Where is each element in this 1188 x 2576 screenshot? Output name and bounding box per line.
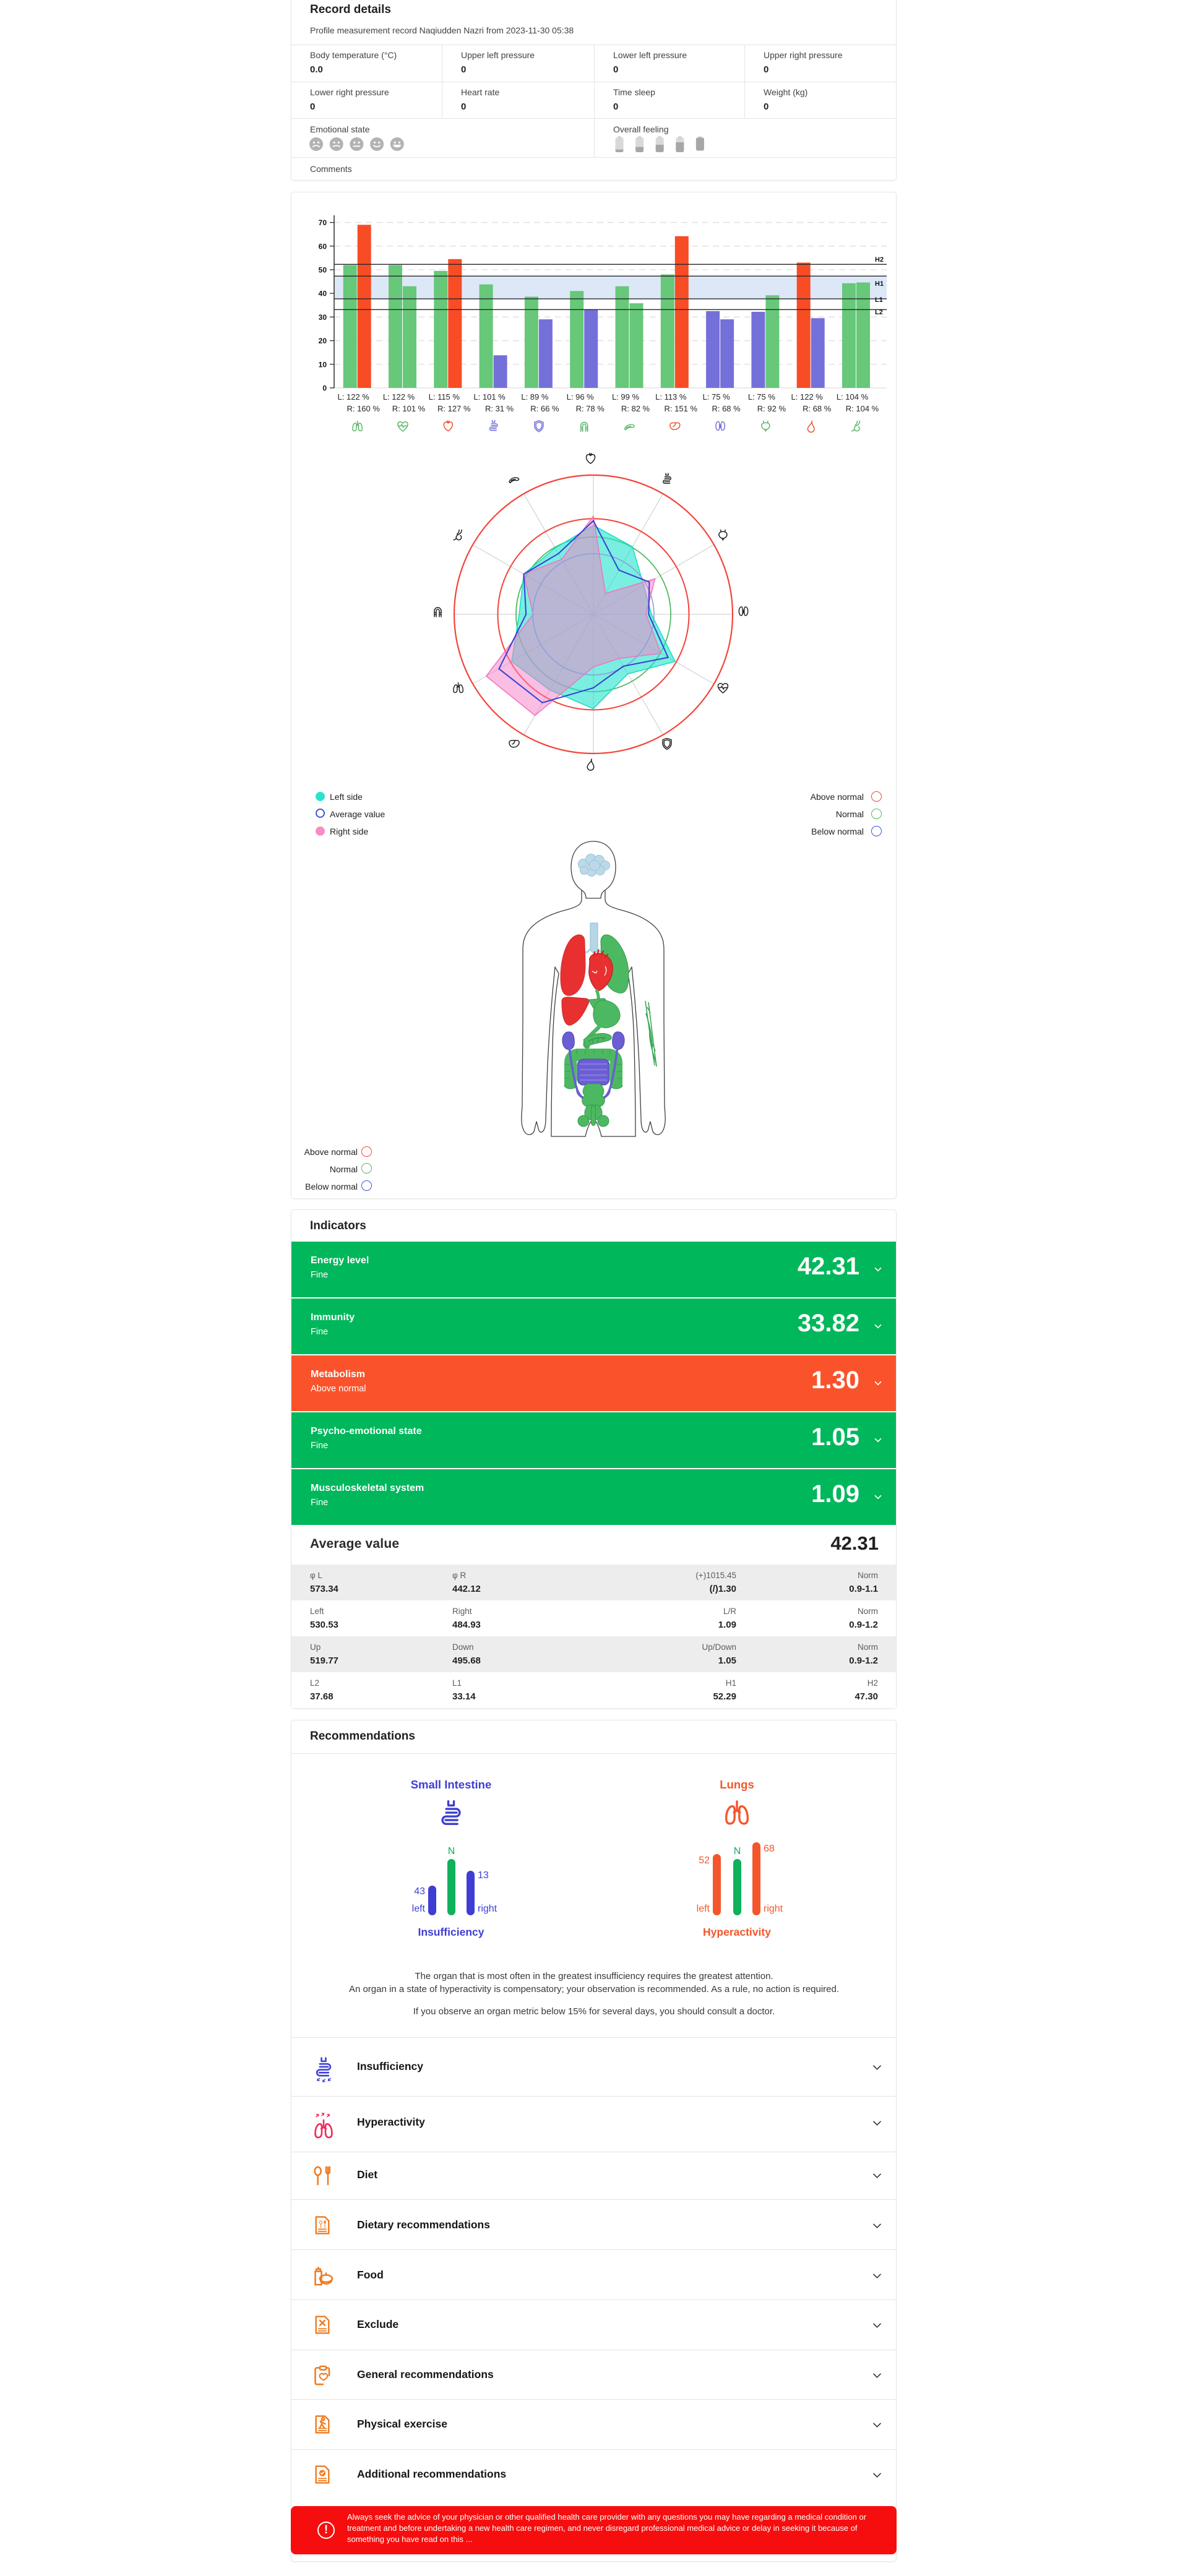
svg-text:left: left — [697, 1904, 710, 1914]
svg-text:30: 30 — [319, 313, 327, 322]
svg-text:43: 43 — [414, 1886, 425, 1897]
svg-text:R: 151 %: R: 151 % — [665, 404, 698, 413]
svg-text:L: 113 %: L: 113 % — [655, 392, 687, 401]
svg-text:R: 68 %: R: 68 % — [803, 404, 832, 413]
svg-text:L: 75 %: L: 75 % — [703, 392, 731, 401]
svg-text:R: 104 %: R: 104 % — [846, 404, 879, 413]
svg-text:H1: H1 — [875, 280, 884, 288]
svg-text:R: 66 %: R: 66 % — [530, 404, 559, 413]
svg-text:0: 0 — [322, 384, 327, 393]
svg-text:R: 101 %: R: 101 % — [392, 404, 426, 413]
svg-text:L: 96 %: L: 96 % — [567, 392, 595, 401]
svg-text:R: 82 %: R: 82 % — [621, 404, 650, 413]
svg-text:N: N — [734, 1846, 741, 1857]
svg-text:L: 89 %: L: 89 % — [521, 392, 549, 401]
svg-text:L: 99 %: L: 99 % — [612, 392, 640, 401]
svg-text:L: 122 %: L: 122 % — [791, 392, 824, 401]
svg-text:right: right — [478, 1904, 497, 1914]
svg-text:L: 122 %: L: 122 % — [338, 392, 370, 401]
svg-text:R: 127 %: R: 127 % — [437, 404, 471, 413]
svg-text:N: N — [448, 1846, 455, 1857]
svg-text:50: 50 — [319, 266, 327, 275]
svg-text:68: 68 — [764, 1844, 775, 1854]
svg-text:R: 31 %: R: 31 % — [485, 404, 514, 413]
svg-text:L: 122 %: L: 122 % — [383, 392, 415, 401]
svg-text:right: right — [764, 1904, 783, 1914]
svg-text:R: 160 %: R: 160 % — [346, 404, 380, 413]
svg-text:H2: H2 — [875, 256, 884, 264]
svg-text:R: 92 %: R: 92 % — [757, 404, 786, 413]
svg-text:L: 101 %: L: 101 % — [473, 392, 506, 401]
svg-text:10: 10 — [319, 360, 327, 369]
svg-text:20: 20 — [319, 337, 327, 345]
svg-text:40: 40 — [319, 290, 327, 298]
svg-text:L: 104 %: L: 104 % — [837, 392, 869, 401]
svg-text:R: 68 %: R: 68 % — [712, 404, 741, 413]
svg-text:70: 70 — [319, 218, 327, 227]
svg-text:60: 60 — [319, 242, 327, 251]
svg-text:52: 52 — [699, 1855, 710, 1866]
svg-text:L: 75 %: L: 75 % — [748, 392, 776, 401]
svg-text:L2: L2 — [875, 309, 883, 316]
svg-text:R: 78 %: R: 78 % — [576, 404, 605, 413]
svg-text:L1: L1 — [875, 296, 883, 304]
svg-text:left: left — [412, 1904, 426, 1914]
svg-text:L: 115 %: L: 115 % — [429, 392, 460, 401]
svg-text:13: 13 — [478, 1870, 489, 1881]
